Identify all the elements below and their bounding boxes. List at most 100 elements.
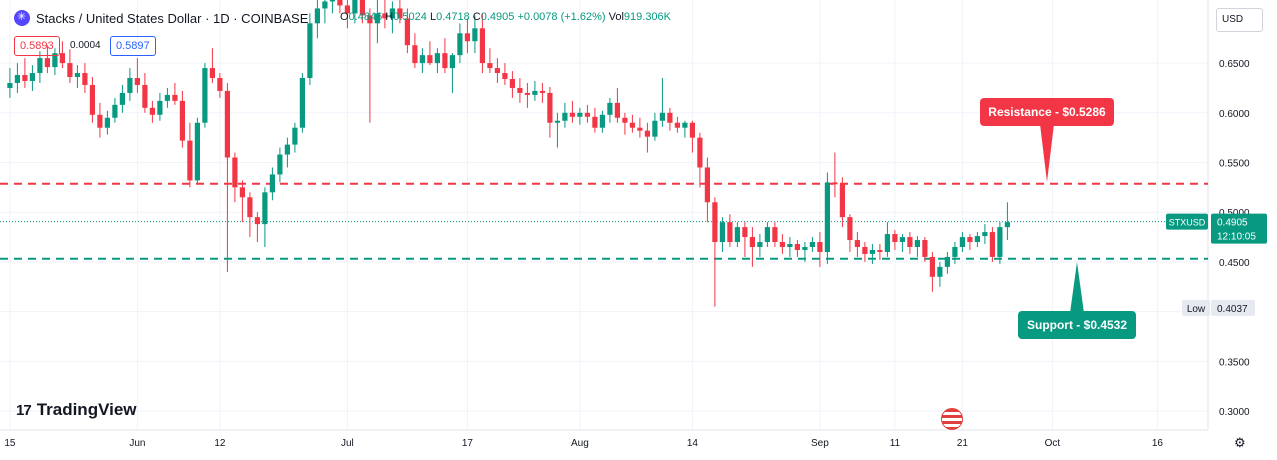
ohlc-high: 0.5024 <box>393 11 427 23</box>
candle-body <box>292 127 298 145</box>
spread-value: 0.0004 <box>70 40 101 51</box>
us-flag-icon[interactable] <box>941 408 963 430</box>
x-tick-label: 15 <box>4 438 16 449</box>
candle-body <box>119 92 125 105</box>
candle-body <box>892 234 898 243</box>
candle-body <box>44 58 50 68</box>
candle-body <box>562 112 568 121</box>
candle-body <box>877 249 883 252</box>
candle-body <box>869 249 875 254</box>
candle-body <box>929 256 935 277</box>
candle-body <box>727 222 733 243</box>
currency-button[interactable]: USD <box>1216 8 1263 32</box>
ohlc-low-label: L <box>429 11 437 23</box>
candle-body <box>307 23 313 79</box>
candle-body <box>577 112 583 117</box>
candle-body <box>682 122 688 128</box>
candle-body <box>134 78 140 85</box>
tradingview-branding[interactable]: 17 TradingView <box>16 400 137 420</box>
price-axis[interactable]: 0.65000.60000.55000.50000.45000.40000.35… <box>1166 59 1267 418</box>
candle-body <box>509 79 515 88</box>
ohlc-open: 0.4846 <box>348 11 383 23</box>
candle-body <box>157 100 163 115</box>
candle-body <box>1004 222 1010 228</box>
candle-body <box>194 122 200 181</box>
candle-body <box>7 82 13 88</box>
candle-body <box>74 73 80 78</box>
candle-body <box>974 236 980 243</box>
candle-body <box>142 84 148 108</box>
candle-body <box>14 75 20 83</box>
candle-body <box>149 107 155 115</box>
candle-body <box>809 242 815 247</box>
volume-value: 919.306K <box>623 11 672 23</box>
candle-body <box>419 55 425 64</box>
candle-body <box>772 227 778 243</box>
candle-body <box>517 87 523 93</box>
candle-body <box>487 63 493 69</box>
candle-body <box>952 246 958 257</box>
candle-body <box>322 1 328 9</box>
settings-gear-icon[interactable]: ⚙ <box>1234 435 1246 450</box>
candle-body <box>854 240 860 247</box>
candle-body <box>104 117 110 128</box>
y-tick-label: 0.4500 <box>1219 258 1250 269</box>
candle-body <box>614 102 620 118</box>
candle-body <box>464 33 470 42</box>
candle-body <box>382 13 388 19</box>
candle-body <box>427 55 433 64</box>
volume-label: Vol <box>608 11 624 23</box>
candle-body <box>922 240 928 257</box>
candle-body <box>832 182 838 185</box>
x-tick-label: 12 <box>214 438 226 449</box>
candle-body <box>449 55 455 69</box>
candle-body <box>179 100 185 141</box>
candle-body <box>532 90 538 95</box>
candle-body <box>659 112 665 121</box>
symbol-header[interactable]: Stacks / United States Dollar · 1D · COI… <box>14 10 308 26</box>
candle-body <box>67 63 73 78</box>
candle-body <box>367 15 373 24</box>
candle-body <box>374 13 380 24</box>
y-tick-label: 0.6000 <box>1219 109 1250 120</box>
tradingview-wordmark: TradingView <box>36 400 137 419</box>
candles <box>7 0 1010 307</box>
x-tick-label: Jul <box>341 438 354 449</box>
x-tick-label: Jun <box>129 438 145 449</box>
candle-body <box>607 102 613 115</box>
ohlc-readout: O0.4846 H0.5024 L0.4718 C0.4905 +0.0078 … <box>340 11 671 23</box>
candle-body <box>284 144 290 155</box>
sell-price-button[interactable]: 0.5893 <box>14 36 60 56</box>
candle-body <box>277 154 283 175</box>
support-pointer-icon <box>1070 262 1084 313</box>
candle-body <box>884 234 890 252</box>
candle-body <box>539 90 545 93</box>
candle-body <box>697 137 703 168</box>
time-axis[interactable]: 15 Jun 12 Jul 17 Aug 14 Sep 11 21 Oct 16 <box>4 438 1163 449</box>
candle-body <box>524 92 530 95</box>
candle-body <box>472 28 478 42</box>
candle-body <box>359 0 365 16</box>
candle-body <box>899 237 905 243</box>
candle-body <box>862 246 868 254</box>
buy-price-button[interactable]: 0.5897 <box>110 36 156 56</box>
x-tick-label: Aug <box>571 438 589 449</box>
candle-body <box>712 202 718 243</box>
candle-body <box>644 130 650 137</box>
candle-body <box>652 120 658 137</box>
candle-body <box>824 182 830 252</box>
candle-body <box>82 73 88 85</box>
current-symbol-text: STXUSD <box>1169 218 1206 228</box>
ohlc-close-label: C <box>472 11 481 23</box>
candle-body <box>389 8 395 19</box>
candle-body <box>667 112 673 123</box>
candle-body <box>404 18 410 46</box>
candle-body <box>914 240 920 247</box>
y-tick-label: 0.6500 <box>1219 59 1250 70</box>
candle-body <box>412 45 418 64</box>
candle-body <box>494 68 500 74</box>
stacks-logo-icon <box>14 10 30 26</box>
candle-body <box>442 53 448 69</box>
candle-body <box>164 94 170 101</box>
